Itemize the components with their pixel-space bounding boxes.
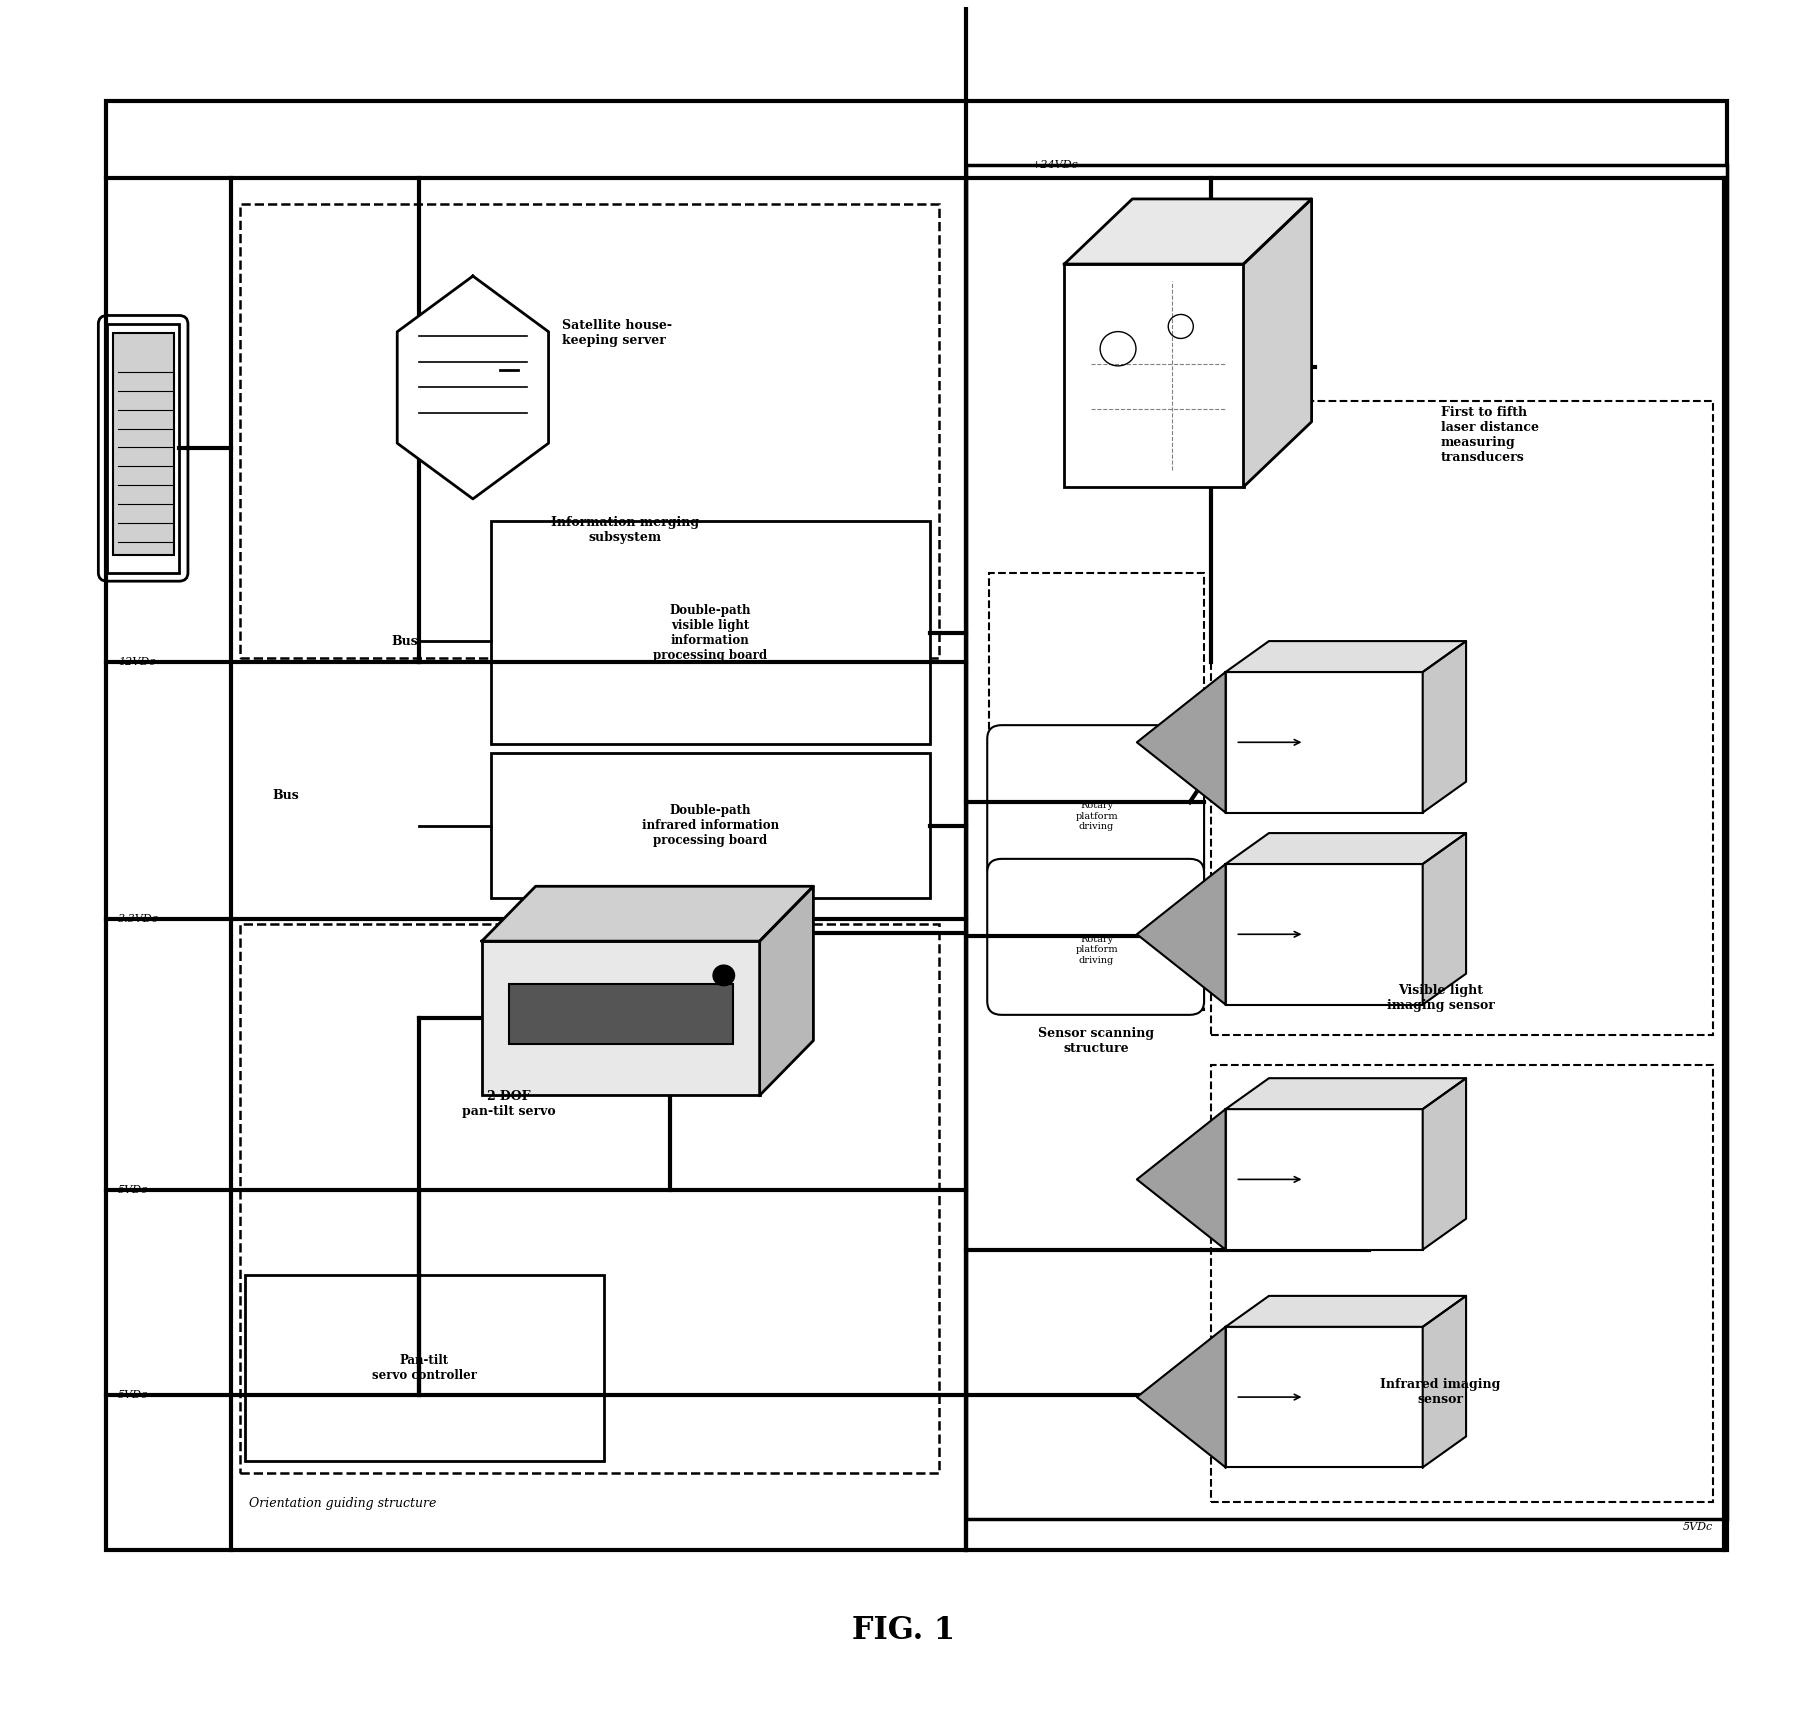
Bar xyxy=(105,102,1726,1550)
Text: Pan-tilt
servo controller: Pan-tilt servo controller xyxy=(372,1355,477,1382)
Polygon shape xyxy=(1135,1109,1226,1249)
Text: 5VDc: 5VDc xyxy=(117,1391,148,1400)
Bar xyxy=(966,164,1726,1519)
Bar xyxy=(1211,1064,1713,1502)
Text: 5VDc: 5VDc xyxy=(1682,1522,1711,1533)
Polygon shape xyxy=(1226,1078,1466,1109)
Bar xyxy=(1226,1109,1422,1249)
Bar xyxy=(491,753,930,899)
Text: Visible light
imaging sensor: Visible light imaging sensor xyxy=(1386,983,1495,1013)
Circle shape xyxy=(713,966,735,985)
Text: Sensor scanning
structure: Sensor scanning structure xyxy=(1038,1026,1153,1054)
FancyBboxPatch shape xyxy=(987,859,1204,1014)
Polygon shape xyxy=(1422,641,1466,812)
Polygon shape xyxy=(1422,1078,1466,1249)
Bar xyxy=(1226,864,1422,1004)
Polygon shape xyxy=(1226,1296,1466,1327)
Text: Rotary
platform
driving: Rotary platform driving xyxy=(1074,935,1117,964)
Text: First to fifth
laser distance
measuring
transducers: First to fifth laser distance measuring … xyxy=(1440,406,1538,465)
Bar xyxy=(245,1275,603,1460)
Text: 3.3VDc: 3.3VDc xyxy=(117,914,159,924)
Bar xyxy=(491,522,930,745)
Text: Double-path
infrared information
processing board: Double-path infrared information process… xyxy=(641,804,778,847)
Bar xyxy=(1211,401,1713,1035)
Text: Double-path
visible light
information
processing board: Double-path visible light information pr… xyxy=(653,603,767,662)
Polygon shape xyxy=(1226,641,1466,672)
Text: Bus: Bus xyxy=(392,634,419,648)
Bar xyxy=(1226,672,1422,812)
Polygon shape xyxy=(1135,864,1226,1004)
Text: FIG. 1: FIG. 1 xyxy=(850,1614,955,1645)
Bar xyxy=(106,325,179,572)
Polygon shape xyxy=(1135,672,1226,812)
Polygon shape xyxy=(397,276,549,499)
Polygon shape xyxy=(482,886,812,942)
Polygon shape xyxy=(1226,833,1466,864)
Polygon shape xyxy=(1422,1296,1466,1467)
Text: Satellite house-
keeping server: Satellite house- keeping server xyxy=(561,318,671,347)
Polygon shape xyxy=(760,886,812,1096)
Polygon shape xyxy=(1063,199,1310,264)
Text: 5VDc: 5VDc xyxy=(117,1185,148,1194)
Text: Information merging
subsystem: Information merging subsystem xyxy=(551,515,699,544)
Bar xyxy=(989,572,1204,1009)
Text: Bus: Bus xyxy=(273,790,300,802)
Polygon shape xyxy=(1422,833,1466,1004)
Bar xyxy=(112,332,173,555)
Text: Orientation guiding structure: Orientation guiding structure xyxy=(249,1496,437,1510)
Text: Rotary
platform
driving: Rotary platform driving xyxy=(1074,802,1117,831)
FancyBboxPatch shape xyxy=(987,726,1204,881)
Bar xyxy=(1063,264,1244,487)
Bar xyxy=(1226,1327,1422,1467)
Bar xyxy=(240,204,939,658)
Text: 2-DOF
pan-tilt servo: 2-DOF pan-tilt servo xyxy=(462,1090,556,1118)
Text: +24VDc: +24VDc xyxy=(1031,159,1078,169)
Bar xyxy=(509,983,733,1044)
Text: Infrared imaging
sensor: Infrared imaging sensor xyxy=(1379,1379,1500,1407)
Bar xyxy=(482,942,760,1096)
Polygon shape xyxy=(1135,1327,1226,1467)
Bar xyxy=(240,924,939,1472)
Text: 12VDc: 12VDc xyxy=(117,657,155,667)
Polygon shape xyxy=(1244,199,1310,487)
